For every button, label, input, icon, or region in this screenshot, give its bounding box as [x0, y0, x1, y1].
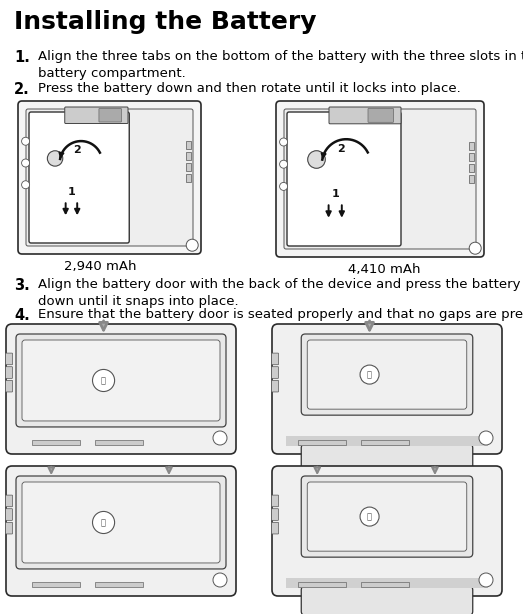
Bar — [469, 175, 474, 183]
Circle shape — [469, 242, 481, 254]
Circle shape — [308, 150, 325, 168]
Text: 𝓜: 𝓜 — [101, 518, 106, 527]
FancyBboxPatch shape — [271, 353, 279, 365]
FancyBboxPatch shape — [6, 523, 13, 534]
Circle shape — [280, 182, 288, 190]
Bar — [469, 153, 474, 161]
Text: Ensure that the battery door is seated properly and that no gaps are present.: Ensure that the battery door is seated p… — [38, 308, 523, 321]
FancyBboxPatch shape — [271, 367, 279, 378]
Text: 𝓜: 𝓜 — [367, 370, 372, 379]
Circle shape — [479, 431, 493, 445]
FancyBboxPatch shape — [6, 466, 236, 596]
Text: 1: 1 — [332, 189, 339, 200]
Text: 2,940 mAh: 2,940 mAh — [64, 260, 137, 273]
Circle shape — [21, 159, 30, 167]
Text: 1.: 1. — [14, 50, 30, 65]
Bar — [286, 578, 488, 588]
FancyBboxPatch shape — [6, 353, 13, 365]
Circle shape — [360, 365, 379, 384]
Text: 3.: 3. — [14, 278, 30, 293]
FancyBboxPatch shape — [29, 112, 129, 243]
FancyBboxPatch shape — [301, 334, 473, 415]
FancyBboxPatch shape — [276, 101, 484, 257]
Bar — [186, 174, 191, 182]
Bar — [361, 582, 409, 587]
Text: 𝓜: 𝓜 — [367, 512, 372, 521]
FancyBboxPatch shape — [301, 586, 473, 614]
FancyBboxPatch shape — [6, 495, 13, 507]
Circle shape — [213, 573, 227, 587]
Circle shape — [280, 138, 288, 146]
Circle shape — [280, 160, 288, 168]
Bar — [186, 163, 191, 171]
Text: Installing the Battery: Installing the Battery — [14, 10, 316, 34]
Circle shape — [186, 239, 198, 251]
FancyBboxPatch shape — [6, 380, 13, 392]
Bar — [469, 164, 474, 172]
Text: 2.: 2. — [14, 82, 30, 97]
FancyBboxPatch shape — [18, 101, 201, 254]
FancyBboxPatch shape — [272, 324, 502, 454]
Text: Align the battery door with the back of the device and press the battery door
do: Align the battery door with the back of … — [38, 278, 523, 308]
Circle shape — [21, 138, 30, 146]
Circle shape — [213, 431, 227, 445]
FancyBboxPatch shape — [307, 340, 467, 409]
Bar — [361, 440, 409, 445]
FancyBboxPatch shape — [301, 444, 473, 473]
Text: Press the battery down and then rotate until it locks into place.: Press the battery down and then rotate u… — [38, 82, 461, 95]
FancyBboxPatch shape — [307, 482, 467, 551]
FancyBboxPatch shape — [26, 109, 193, 246]
Text: 1: 1 — [67, 187, 75, 197]
FancyBboxPatch shape — [272, 466, 502, 596]
FancyBboxPatch shape — [271, 380, 279, 392]
FancyBboxPatch shape — [368, 109, 393, 122]
Text: 4,410 mAh: 4,410 mAh — [348, 263, 420, 276]
FancyBboxPatch shape — [6, 367, 13, 378]
FancyBboxPatch shape — [271, 495, 279, 507]
Bar — [299, 582, 346, 587]
Text: 𝓜: 𝓜 — [101, 376, 106, 385]
Text: 4.: 4. — [14, 308, 30, 323]
Bar — [286, 436, 488, 446]
Circle shape — [479, 573, 493, 587]
Bar — [95, 440, 143, 445]
Bar — [299, 440, 346, 445]
FancyBboxPatch shape — [301, 476, 473, 557]
FancyBboxPatch shape — [329, 107, 401, 124]
Bar — [186, 152, 191, 160]
FancyBboxPatch shape — [22, 340, 220, 421]
Text: Align the three tabs on the bottom of the battery with the three slots in the
ba: Align the three tabs on the bottom of th… — [38, 50, 523, 80]
FancyBboxPatch shape — [16, 476, 226, 569]
FancyBboxPatch shape — [65, 107, 128, 123]
FancyBboxPatch shape — [6, 324, 236, 454]
Circle shape — [21, 181, 30, 188]
FancyBboxPatch shape — [287, 112, 401, 246]
Bar — [469, 142, 474, 150]
Bar — [186, 141, 191, 149]
Text: 2: 2 — [337, 144, 345, 154]
Bar — [32, 582, 81, 587]
FancyBboxPatch shape — [271, 523, 279, 534]
Circle shape — [360, 507, 379, 526]
FancyBboxPatch shape — [99, 109, 121, 122]
Bar — [95, 582, 143, 587]
FancyBboxPatch shape — [284, 109, 476, 249]
Circle shape — [93, 511, 115, 534]
FancyBboxPatch shape — [271, 509, 279, 520]
Bar — [32, 440, 81, 445]
Text: 2: 2 — [73, 144, 81, 155]
FancyBboxPatch shape — [22, 482, 220, 563]
FancyBboxPatch shape — [6, 509, 13, 520]
Circle shape — [93, 370, 115, 392]
Circle shape — [48, 151, 63, 166]
FancyBboxPatch shape — [16, 334, 226, 427]
